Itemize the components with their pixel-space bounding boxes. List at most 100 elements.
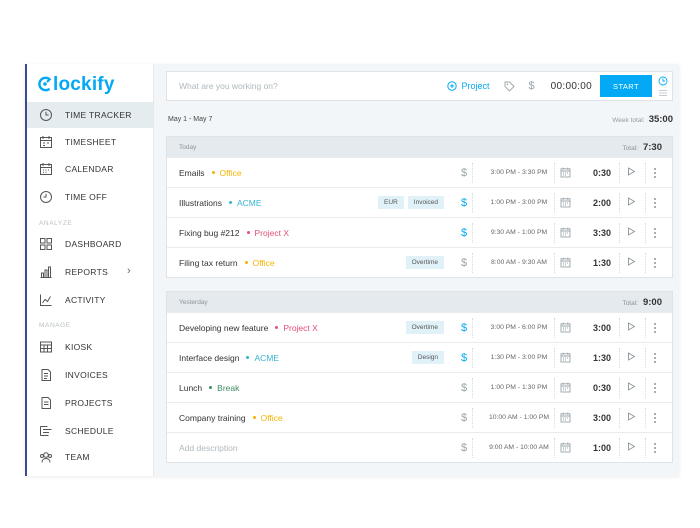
billable-dollar-icon[interactable]: $ (461, 196, 468, 209)
entry-time-range[interactable]: 9:00 AM - 10:00 AM (489, 444, 549, 451)
entry-time-range[interactable]: 1:00 PM - 1:30 PM (490, 384, 548, 391)
play-icon[interactable] (627, 412, 636, 423)
sidebar-item-time-tracker[interactable]: TIME TRACKER (27, 102, 153, 128)
play-icon[interactable] (627, 352, 636, 363)
billable-dollar-icon[interactable]: $ (461, 351, 468, 364)
calendar-icon[interactable] (560, 382, 571, 393)
entry-duration[interactable]: 1:00 (592, 442, 611, 453)
entry-time-range[interactable]: 3:00 PM - 6:00 PM (490, 324, 548, 331)
more-options-icon[interactable] (654, 322, 656, 334)
play-icon[interactable] (627, 257, 636, 268)
entry-time-range[interactable]: 3:00 PM - 3:30 PM (490, 169, 548, 176)
description-input[interactable]: What are you working on? (179, 81, 278, 91)
entry-duration[interactable]: 3:00 (592, 322, 611, 333)
calendar-icon[interactable] (560, 322, 571, 333)
entry-project[interactable]: ACME (237, 197, 262, 208)
play-icon[interactable] (627, 197, 636, 208)
billable-dollar-icon[interactable]: $ (461, 411, 468, 424)
calendar-icon[interactable] (560, 197, 571, 208)
entry-description[interactable]: Filing tax return Office (179, 258, 275, 268)
billable-dollar-icon[interactable]: $ (461, 321, 468, 334)
sidebar-item-schedule[interactable]: SCHEDULE (27, 418, 153, 444)
more-options-icon[interactable] (654, 442, 656, 454)
project-color-dot (275, 326, 279, 329)
sidebar-item-activity[interactable]: ACTIVITY (27, 287, 153, 313)
tag-badge-invoiced[interactable]: Invoiced (407, 196, 444, 209)
entry-project[interactable]: Project X (283, 322, 318, 333)
more-options-icon[interactable] (654, 382, 656, 394)
sidebar-item-label: ACTIVITY (65, 295, 106, 305)
entry-duration[interactable]: 0:30 (592, 167, 611, 178)
calendar-icon[interactable] (560, 167, 571, 178)
entry-time-range[interactable]: 9:30 AM - 1:00 PM (490, 229, 548, 236)
calendar-icon[interactable] (560, 412, 571, 423)
entry-duration[interactable]: 2:00 (592, 197, 611, 208)
sidebar-item-invoices[interactable]: INVOICES (27, 362, 153, 388)
calendar-icon[interactable] (560, 227, 571, 238)
tag-badge-overtime[interactable]: Overtime (405, 321, 444, 334)
sidebar-item-team[interactable]: TEAM (27, 444, 153, 470)
start-button[interactable]: START (600, 75, 652, 97)
entry-time-range[interactable]: 1:00 PM - 3:00 PM (490, 199, 548, 206)
entry-description[interactable]: Company training Office (179, 413, 283, 423)
project-selector[interactable]: Project (446, 81, 490, 91)
more-options-icon[interactable] (654, 352, 656, 364)
entry-project[interactable]: Office (219, 167, 242, 178)
entry-description[interactable]: Add description (179, 443, 238, 453)
entry-description[interactable]: Developing new feature Project X (179, 323, 318, 333)
more-options-icon[interactable] (654, 257, 656, 269)
entry-project[interactable]: Office (260, 412, 283, 423)
play-icon[interactable] (627, 167, 636, 178)
sidebar-item-timesheet[interactable]: TIMESHEET (27, 129, 153, 155)
play-icon[interactable] (627, 382, 636, 393)
mode-toggle[interactable] (656, 76, 670, 97)
chevron-right-icon[interactable]: › (127, 265, 131, 277)
more-options-icon[interactable] (654, 167, 656, 179)
calendar-icon[interactable] (560, 352, 571, 363)
more-options-icon[interactable] (654, 197, 656, 209)
sidebar-item-projects[interactable]: PROJECTS (27, 390, 153, 416)
clockify-logo[interactable]: lockify (37, 74, 115, 96)
play-icon[interactable] (627, 227, 636, 238)
tag-badge-overtime[interactable]: Overtime (405, 256, 444, 269)
entry-description[interactable]: Illustrations ACME (179, 198, 262, 208)
calendar-icon[interactable] (560, 257, 571, 268)
entry-description[interactable]: Fixing bug #212 Project X (179, 228, 289, 238)
entry-duration[interactable]: 0:30 (592, 382, 611, 393)
sidebar-item-calendar[interactable]: CALENDAR (27, 156, 153, 182)
entry-duration[interactable]: 1:30 (592, 257, 611, 268)
billable-dollar-icon[interactable]: $ (461, 381, 468, 394)
manual-mode-list-icon[interactable] (658, 89, 668, 97)
billable-dollar-icon[interactable]: $ (461, 226, 468, 239)
entry-description[interactable]: Emails Office (179, 168, 242, 178)
play-icon[interactable] (627, 322, 636, 333)
entry-duration[interactable]: 3:30 (592, 227, 611, 238)
sidebar-item-reports[interactable]: REPORTS › (27, 259, 153, 285)
tag-badge-eur[interactable]: EUR (378, 196, 404, 209)
billable-dollar-icon[interactable]: $ (461, 166, 468, 179)
tag-icon[interactable] (504, 81, 515, 92)
entry-description[interactable]: Lunch Break (179, 383, 239, 393)
entry-time-range[interactable]: 10:00 AM - 1:00 PM (488, 414, 550, 421)
calendar-icon[interactable] (560, 442, 571, 453)
play-icon[interactable] (627, 442, 636, 453)
more-options-icon[interactable] (654, 227, 656, 239)
timer-mode-clock-icon[interactable] (658, 76, 668, 86)
sidebar-item-kiosk[interactable]: KIOSK (27, 334, 153, 360)
entry-project[interactable]: ACME (254, 352, 280, 363)
tag-badge-design[interactable]: Design (411, 351, 444, 364)
billable-dollar-icon[interactable]: $ (528, 80, 535, 92)
entry-time-range[interactable]: 1:30 PM - 3:00 PM (490, 354, 548, 361)
billable-dollar-icon[interactable]: $ (461, 441, 468, 454)
billable-dollar-icon[interactable]: $ (461, 256, 468, 269)
entry-project[interactable]: Project X (254, 227, 290, 238)
entry-time-range[interactable]: 8:00 AM - 9:30 AM (491, 259, 547, 266)
entry-project[interactable]: Break (217, 382, 240, 393)
entry-duration[interactable]: 3:00 (592, 412, 611, 423)
entry-duration[interactable]: 1:30 (592, 352, 611, 363)
sidebar-item-time-off[interactable]: TIME OFF (27, 184, 153, 210)
entry-description[interactable]: Interface design ACME (179, 353, 279, 363)
more-options-icon[interactable] (654, 412, 656, 424)
entry-project[interactable]: Office (252, 257, 275, 268)
sidebar-item-dashboard[interactable]: DASHBOARD (27, 231, 153, 257)
